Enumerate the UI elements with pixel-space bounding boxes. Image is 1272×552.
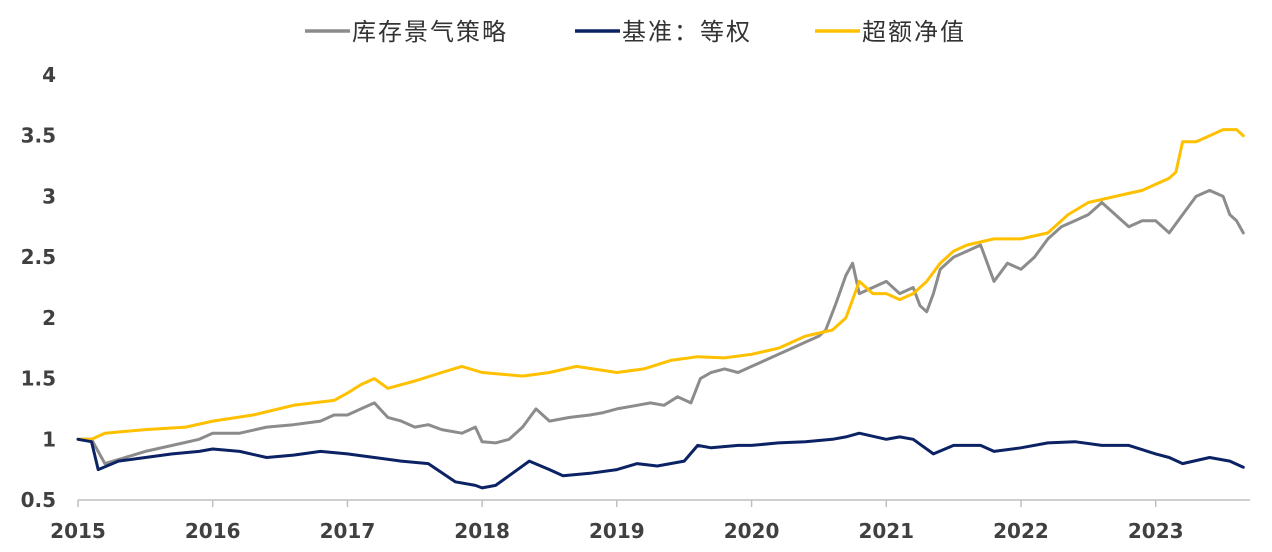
y-tick-label: 0.5	[21, 488, 56, 512]
y-tick-label: 2.5	[21, 245, 56, 269]
legend-label-benchmark-equal-weight: 基准：等权	[622, 18, 752, 46]
x-tick-label: 2018	[454, 519, 510, 543]
series-line-inventory-strategy	[76, 188, 1245, 466]
axes: 0.5 1 1.5 2 2.5 3 3.5 4 2015 2016 2017 2018 2019 2020…	[21, 63, 1250, 543]
x-tick-label: 2021	[858, 519, 914, 543]
x-tick-label: 2020	[724, 519, 780, 543]
y-tick-label: 3	[42, 184, 56, 208]
y-tick-label: 2	[42, 306, 56, 330]
legend-label-inventory-strategy: 库存景气策略	[352, 18, 508, 46]
y-tick-label: 3.5	[21, 124, 56, 148]
series-line-excess-nav	[76, 128, 1245, 441]
series-line-benchmark-equal-weight	[76, 431, 1245, 490]
y-tick-label: 1	[42, 427, 56, 451]
x-tick-label: 2023	[1128, 519, 1184, 543]
legend-label-excess-nav: 超额净值	[862, 18, 966, 46]
legend: 库存景气策略 基准：等权 超额净值	[305, 18, 966, 46]
x-tick-label: 2016	[185, 519, 241, 543]
y-tick-label: 1.5	[21, 367, 56, 391]
x-tick-label: 2017	[320, 519, 376, 543]
x-tick-label: 2015	[50, 519, 106, 543]
x-tick-label: 2019	[589, 519, 645, 543]
x-tick-label: 2022	[993, 519, 1049, 543]
y-tick-label: 4	[42, 63, 56, 87]
series-group	[76, 128, 1245, 490]
